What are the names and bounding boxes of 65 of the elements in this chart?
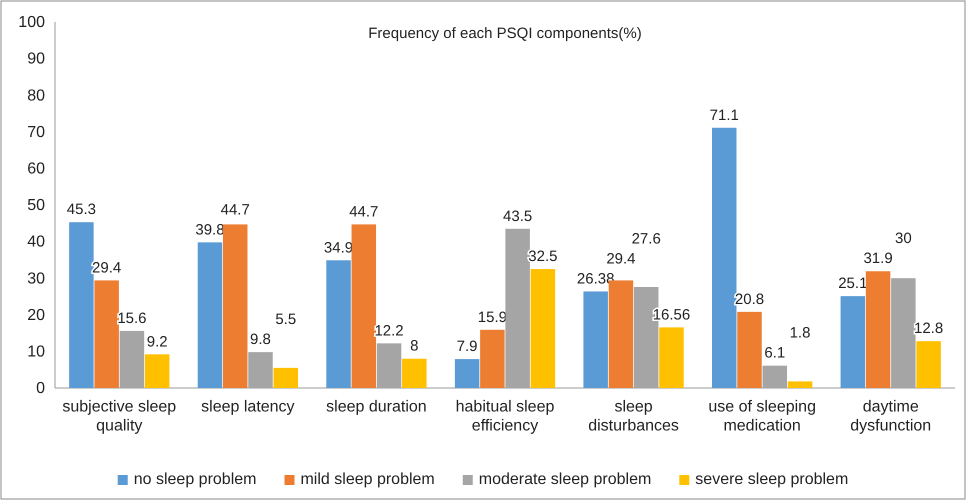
data-label: 9.8 xyxy=(250,331,271,348)
data-label: 25.1 xyxy=(838,275,868,292)
bar xyxy=(144,354,170,388)
bar xyxy=(94,280,119,388)
data-label: 12.8 xyxy=(914,320,944,338)
bar xyxy=(273,368,298,388)
data-label: 71.1 xyxy=(710,106,739,124)
bar xyxy=(222,224,248,388)
bar xyxy=(583,291,608,388)
x-tick-label: sleep duration xyxy=(326,398,427,416)
bar xyxy=(326,260,351,388)
x-tick-label: subjective sleep quality xyxy=(62,398,176,435)
bar xyxy=(69,222,94,388)
bar xyxy=(198,242,222,388)
data-label: 5.5 xyxy=(275,311,296,328)
y-tick-label: 80 xyxy=(27,87,46,104)
x-tick-label: sleep disturbances xyxy=(588,398,679,435)
x-tick-label: sleep latency xyxy=(201,398,295,416)
data-label: 9.2 xyxy=(146,333,168,350)
data-label: 15.9 xyxy=(478,308,507,326)
x-tick-label: daytime dysfunction xyxy=(850,398,932,435)
bar xyxy=(530,269,556,388)
bar xyxy=(454,359,480,388)
y-tick-label: 50 xyxy=(27,197,46,214)
legend-label: mild sleep problem xyxy=(300,471,435,488)
data-label: 43.5 xyxy=(503,208,532,225)
bar xyxy=(737,312,762,388)
data-label: 44.7 xyxy=(349,203,378,220)
bar xyxy=(402,358,427,388)
data-label: 31.9 xyxy=(863,250,893,268)
bar xyxy=(866,271,890,388)
data-label: 30 xyxy=(895,230,912,248)
data-label: 7.9 xyxy=(456,338,478,356)
bar xyxy=(480,330,505,388)
bar xyxy=(840,296,866,388)
y-tick-label: 20 xyxy=(27,306,46,324)
data-label: 16.56 xyxy=(652,306,690,324)
data-label: 32.5 xyxy=(528,248,558,266)
data-label: 45.3 xyxy=(66,201,96,218)
bar xyxy=(916,341,941,388)
chart-title: Frequency of each PSQI components(%) xyxy=(368,25,642,42)
y-tick-label: 40 xyxy=(27,234,46,251)
data-label: 27.6 xyxy=(632,230,661,248)
legend-label: moderate sleep problem xyxy=(478,471,652,488)
data-label: 29.4 xyxy=(606,250,636,268)
data-label: 1.8 xyxy=(790,324,810,342)
legend-label: no sleep problem xyxy=(134,471,256,488)
y-tick-label: 100 xyxy=(18,14,46,32)
y-tick-label: 90 xyxy=(27,50,46,68)
bar xyxy=(352,224,376,388)
data-label: 6.1 xyxy=(764,344,786,362)
legend-label: severe sleep problem xyxy=(695,471,848,488)
y-tick-label: 0 xyxy=(36,380,46,398)
x-tick-label: habitual sleep efficiency xyxy=(456,398,554,435)
data-label: 39.8 xyxy=(195,221,225,238)
y-tick-label: 70 xyxy=(27,124,46,141)
y-tick-label: 60 xyxy=(27,160,46,178)
y-tick-label: 30 xyxy=(27,270,46,288)
x-tick-label: use of sleeping medication xyxy=(708,398,816,435)
bar xyxy=(788,381,812,388)
data-label: 44.7 xyxy=(220,201,250,218)
data-label: 8 xyxy=(410,338,418,355)
bar xyxy=(712,128,737,388)
bar xyxy=(659,327,684,388)
y-tick-label: 10 xyxy=(27,344,46,361)
